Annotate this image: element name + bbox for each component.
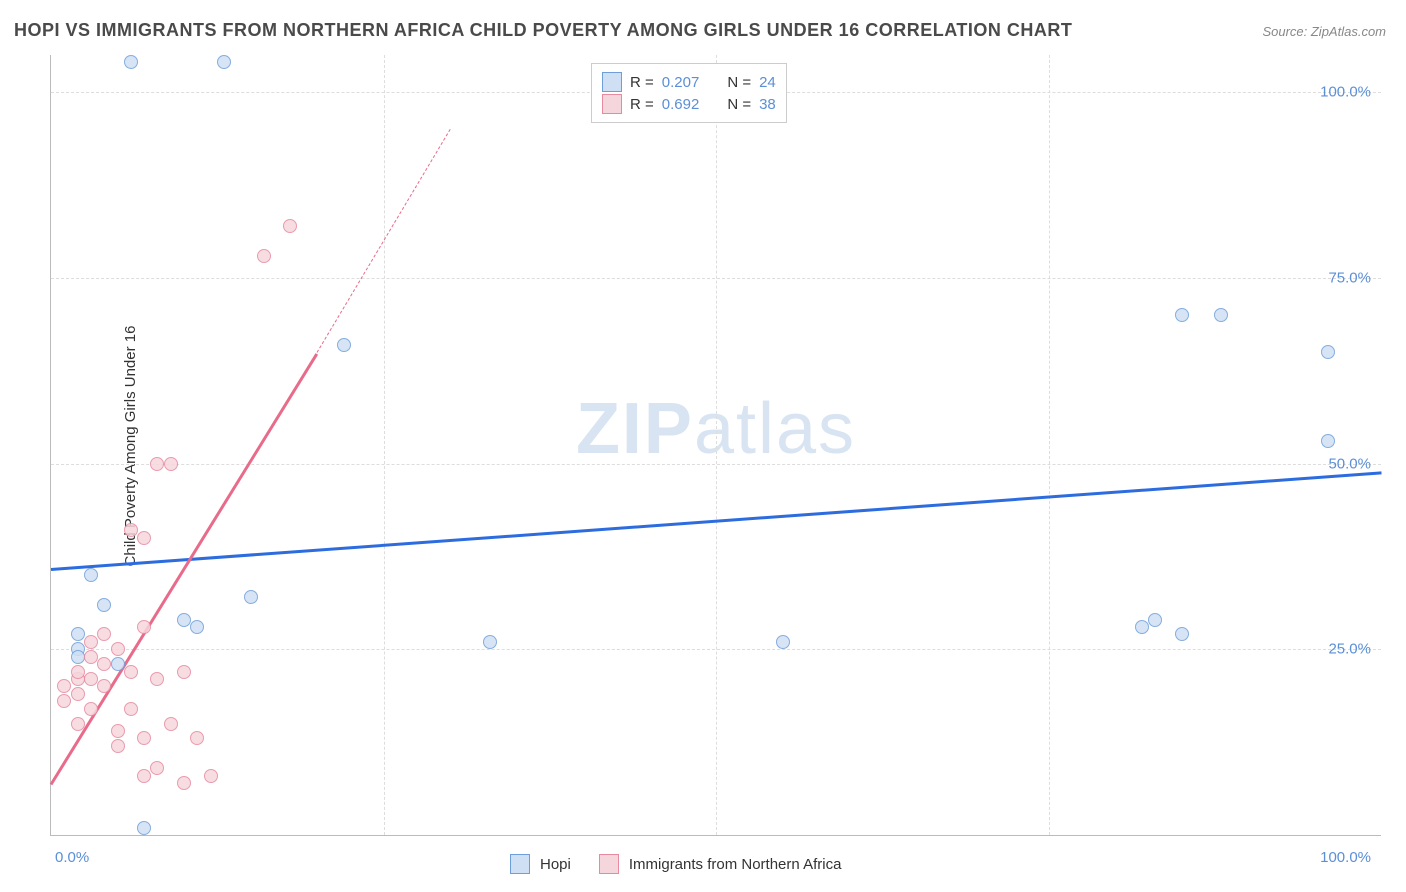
scatter-point [84,702,98,716]
legend-swatch [602,72,622,92]
scatter-point [111,657,125,671]
scatter-point [1321,345,1335,359]
legend-swatch [602,94,622,114]
plot-area: ZIPatlas 25.0%50.0%75.0%100.0%0.0%100.0%… [50,55,1381,836]
scatter-point [111,642,125,656]
scatter-point [244,590,258,604]
scatter-point [71,665,85,679]
r-label: R = [630,74,654,91]
legend-swatch [599,854,619,874]
scatter-point [177,776,191,790]
scatter-point [1135,620,1149,634]
legend-swatch [510,854,530,874]
scatter-point [217,55,231,69]
scatter-point [1175,627,1189,641]
scatter-point [283,219,297,233]
legend-label: Hopi [540,856,571,873]
scatter-point [190,620,204,634]
scatter-point [137,731,151,745]
scatter-point [177,665,191,679]
legend-correlation: R = 0.207 N = 24 R = 0.692 N = 38 [591,63,787,123]
x-tick-label: 0.0% [55,849,89,866]
y-tick-label: 25.0% [1328,641,1371,658]
gridline-vertical [1049,55,1050,835]
scatter-point [111,724,125,738]
scatter-point [337,338,351,352]
scatter-point [1214,308,1228,322]
scatter-point [204,769,218,783]
scatter-point [111,739,125,753]
y-tick-label: 75.0% [1328,269,1371,286]
source-attribution: Source: ZipAtlas.com [1262,24,1386,39]
r-value: 0.692 [662,96,700,113]
scatter-point [776,635,790,649]
scatter-point [97,598,111,612]
scatter-point [190,731,204,745]
chart-title: HOPI VS IMMIGRANTS FROM NORTHERN AFRICA … [14,20,1072,41]
scatter-point [84,650,98,664]
legend-row: R = 0.692 N = 38 [602,94,776,114]
x-tick-label: 100.0% [1320,849,1371,866]
scatter-point [124,55,138,69]
scatter-point [124,702,138,716]
scatter-point [57,694,71,708]
gridline-vertical [716,55,717,835]
scatter-point [97,657,111,671]
y-tick-label: 100.0% [1320,84,1371,101]
n-label: N = [727,74,751,91]
scatter-point [164,717,178,731]
scatter-point [137,769,151,783]
scatter-point [71,650,85,664]
r-value: 0.207 [662,74,700,91]
scatter-point [137,620,151,634]
scatter-point [177,613,191,627]
scatter-point [137,531,151,545]
scatter-point [1175,308,1189,322]
scatter-point [84,568,98,582]
gridline-vertical [384,55,385,835]
scatter-point [150,761,164,775]
n-value: 24 [759,74,776,91]
scatter-point [97,679,111,693]
legend-label: Immigrants from Northern Africa [629,856,842,873]
scatter-point [71,717,85,731]
scatter-point [137,821,151,835]
scatter-point [483,635,497,649]
scatter-point [150,457,164,471]
scatter-point [1321,434,1335,448]
scatter-point [257,249,271,263]
legend-row: R = 0.207 N = 24 [602,72,776,92]
scatter-point [57,679,71,693]
y-tick-label: 50.0% [1328,455,1371,472]
scatter-point [124,523,138,537]
r-label: R = [630,96,654,113]
scatter-point [150,672,164,686]
scatter-point [1148,613,1162,627]
n-value: 38 [759,96,776,113]
scatter-point [97,627,111,641]
n-label: N = [727,96,751,113]
scatter-point [84,672,98,686]
scatter-point [71,687,85,701]
scatter-point [71,627,85,641]
legend-bottom: Hopi Immigrants from Northern Africa [510,854,859,874]
scatter-point [164,457,178,471]
scatter-point [124,665,138,679]
scatter-point [84,635,98,649]
